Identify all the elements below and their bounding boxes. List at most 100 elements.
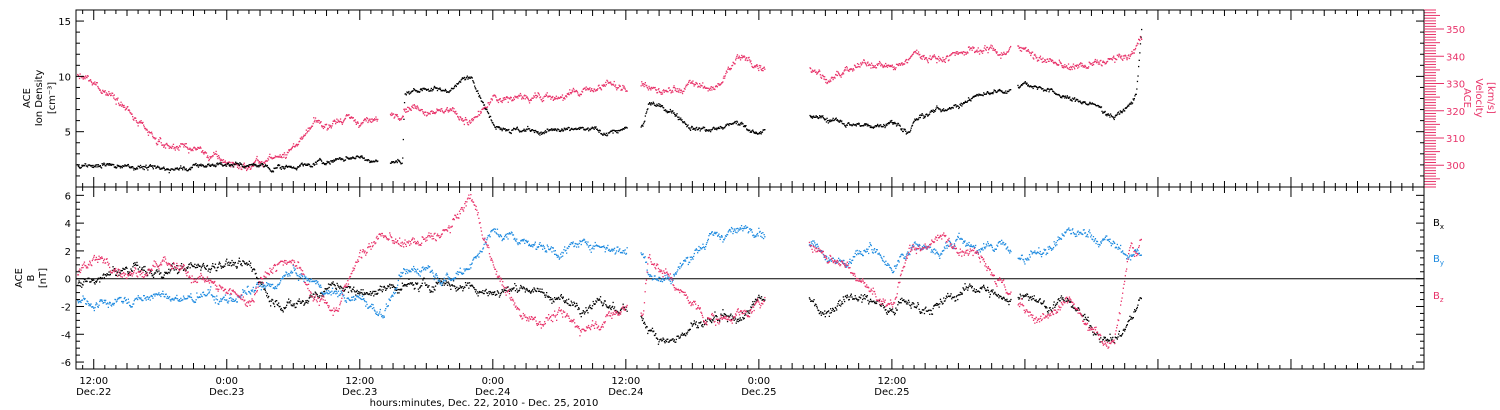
velocity-point xyxy=(834,77,836,79)
density-point xyxy=(683,121,686,123)
density-point xyxy=(445,90,447,92)
density-point xyxy=(599,130,601,132)
bx-point xyxy=(264,288,266,290)
bx-point xyxy=(595,300,597,302)
velocity-point xyxy=(161,144,163,146)
bx-point xyxy=(466,284,468,287)
velocity-point xyxy=(325,123,328,125)
bx-point xyxy=(172,263,174,265)
velocity-point xyxy=(83,76,86,78)
density-point xyxy=(1070,98,1072,100)
bx-point xyxy=(913,303,915,305)
velocity-point xyxy=(936,57,939,60)
velocity-point xyxy=(1109,58,1112,60)
velocity-point xyxy=(892,68,895,71)
bx-point xyxy=(681,332,683,334)
density-point xyxy=(1001,90,1003,92)
density-point xyxy=(300,163,302,165)
velocity-point xyxy=(503,97,506,99)
bx-point xyxy=(904,301,906,303)
density-point xyxy=(888,122,890,124)
density-point xyxy=(621,129,623,131)
velocity-point xyxy=(668,87,670,89)
velocity-point xyxy=(954,54,956,56)
bx-point xyxy=(285,306,287,308)
velocity-point xyxy=(524,98,526,100)
velocity-point xyxy=(734,63,736,65)
density-point xyxy=(841,120,843,122)
bx-point xyxy=(288,298,290,300)
velocity-point xyxy=(811,71,813,73)
velocity-point xyxy=(609,82,611,84)
density-point xyxy=(126,165,128,167)
velocity-point xyxy=(1039,55,1042,57)
bx-point xyxy=(224,265,226,267)
velocity-point xyxy=(147,131,149,134)
velocity-point xyxy=(1019,49,1021,52)
density-point xyxy=(1130,101,1132,103)
velocity-point xyxy=(948,59,950,61)
bx-point xyxy=(913,306,916,308)
bx-point xyxy=(214,263,217,265)
velocity-point xyxy=(339,118,342,120)
bx-point xyxy=(362,289,364,291)
density-point xyxy=(588,128,590,130)
density-point xyxy=(825,118,827,121)
bx-point xyxy=(419,287,421,289)
density-point xyxy=(1020,85,1022,87)
velocity-point xyxy=(989,46,992,48)
velocity-point xyxy=(749,59,751,61)
density-point xyxy=(97,166,99,168)
density-point xyxy=(191,166,193,168)
density-point xyxy=(975,95,977,97)
velocity-point xyxy=(322,127,325,130)
velocity-point xyxy=(454,112,456,114)
bx-point xyxy=(244,262,246,264)
velocity-point xyxy=(900,64,902,66)
bx-point xyxy=(686,333,688,335)
bx-point xyxy=(196,264,198,266)
density-point xyxy=(670,110,672,112)
velocity-point xyxy=(524,94,526,96)
bx-point xyxy=(513,287,515,289)
bx-point xyxy=(172,267,175,270)
velocity-point xyxy=(264,162,266,164)
bx-point xyxy=(216,267,219,269)
bx-point xyxy=(846,297,848,299)
density-point xyxy=(1074,97,1076,99)
velocity-point xyxy=(505,98,507,100)
velocity-point xyxy=(423,111,425,114)
density-point xyxy=(948,107,950,110)
velocity-point xyxy=(914,50,917,53)
bx-point xyxy=(521,287,523,289)
velocity-point xyxy=(247,166,250,168)
bx-point xyxy=(728,316,731,318)
bx-point xyxy=(228,261,230,263)
velocity-point xyxy=(314,117,317,119)
density-point xyxy=(753,132,756,134)
bx-point xyxy=(433,288,435,290)
bx-point xyxy=(1021,298,1023,300)
density-point xyxy=(419,89,422,91)
velocity-point xyxy=(605,84,607,86)
velocity-point xyxy=(324,126,326,128)
velocity-point xyxy=(310,126,312,128)
bx-point xyxy=(987,286,989,289)
bx-point xyxy=(1010,298,1012,301)
bx-point xyxy=(1007,301,1009,303)
density-point xyxy=(666,112,668,114)
bx-point xyxy=(723,313,725,315)
bx-point xyxy=(667,338,669,340)
bx-point xyxy=(578,308,580,310)
bx-point xyxy=(248,263,250,265)
bx-point xyxy=(193,265,195,268)
velocity-point xyxy=(326,129,328,131)
density-point xyxy=(283,166,285,168)
velocity-point xyxy=(759,66,761,69)
velocity-point xyxy=(588,88,590,90)
density-point xyxy=(1088,104,1090,106)
density-point xyxy=(1061,97,1063,99)
bx-point xyxy=(498,296,501,298)
density-point xyxy=(689,128,691,130)
velocity-point xyxy=(950,54,952,56)
